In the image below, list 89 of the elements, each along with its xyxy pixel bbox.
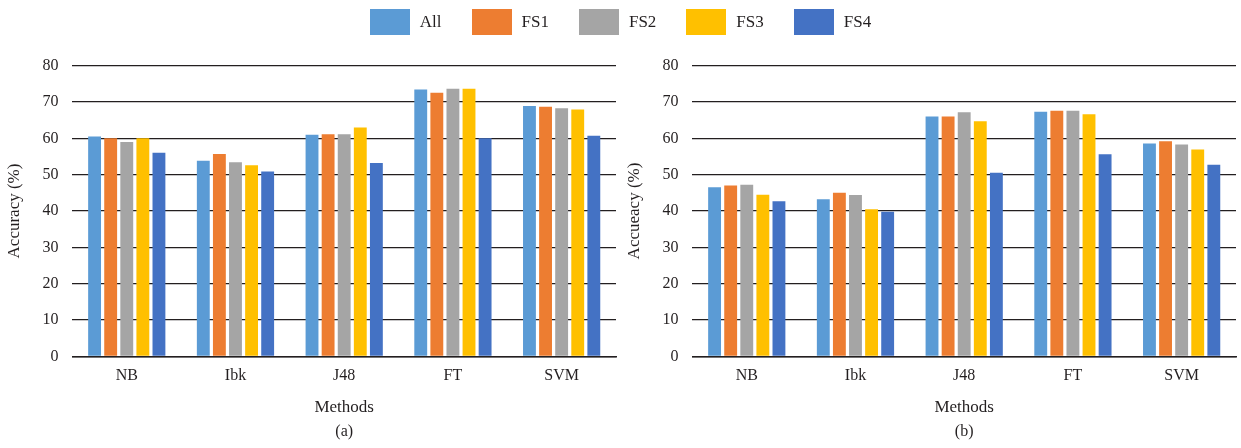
bar [1098, 154, 1112, 356]
y-tick-label: 20 [662, 273, 679, 291]
bar [478, 138, 492, 356]
x-axis-title: Methods [314, 397, 374, 417]
x-tick-label: J48 [953, 366, 976, 384]
y-tick-label: 60 [662, 128, 679, 146]
bar [772, 201, 786, 356]
bar [353, 127, 367, 356]
legend-label: FS1 [521, 12, 549, 32]
y-tick-label: 70 [42, 92, 59, 110]
x-axis-title: Methods [934, 397, 994, 417]
y-tick-label: 10 [42, 310, 59, 328]
bar [865, 209, 879, 356]
bar [430, 92, 444, 356]
y-tick-label: 40 [662, 201, 679, 219]
y-tick-label: 70 [662, 92, 679, 110]
bar [337, 134, 351, 356]
y-tick-label: 0 [50, 346, 59, 364]
y-tick-label: 60 [42, 128, 59, 146]
bar [245, 165, 259, 356]
legend-label: All [419, 12, 442, 32]
bar [104, 138, 118, 356]
bar [587, 135, 601, 356]
bar [1207, 164, 1221, 356]
y-tick-label: 80 [42, 55, 59, 73]
bar [88, 136, 102, 356]
bar [1050, 110, 1064, 356]
bar [1143, 143, 1156, 356]
bar [832, 192, 846, 356]
bar [136, 138, 150, 356]
bar [1082, 114, 1096, 356]
bar [196, 160, 210, 356]
y-tick-label: 10 [662, 310, 679, 328]
bar [305, 134, 319, 356]
bar [973, 121, 987, 356]
x-tick-label: NB [735, 366, 758, 384]
y-tick-label: 80 [662, 55, 679, 73]
bar [816, 199, 830, 356]
legend-label: FS3 [736, 12, 764, 32]
legend-label: FS2 [628, 12, 657, 32]
bar [321, 134, 335, 356]
bar [369, 163, 383, 356]
y-tick-label: 30 [42, 237, 59, 255]
bar [539, 106, 552, 356]
bar [925, 116, 939, 356]
x-tick-label: J48 [333, 366, 356, 384]
y-tick-label: 0 [670, 346, 679, 364]
y-tick-label: 40 [42, 201, 59, 219]
bar [414, 89, 428, 356]
y-tick-label: 30 [662, 237, 679, 255]
bar [212, 153, 226, 356]
bar [849, 195, 862, 356]
x-tick-label: SVM [1164, 366, 1199, 384]
text: (b) [954, 422, 974, 441]
bar [1191, 149, 1205, 356]
x-tick-label: Ibk [224, 366, 247, 384]
bar [1034, 111, 1048, 356]
bar [152, 152, 166, 356]
y-tick-label: 20 [42, 273, 59, 291]
bar [523, 105, 536, 356]
bar [462, 88, 476, 356]
bar [555, 108, 569, 356]
bar [740, 184, 754, 356]
bar [1159, 141, 1172, 356]
bar [756, 194, 770, 356]
bar [941, 116, 955, 356]
bar [261, 171, 275, 356]
bar [1175, 144, 1189, 356]
y-tick-label: 50 [662, 164, 679, 182]
bar [229, 162, 242, 356]
bar [881, 211, 895, 356]
bar [724, 185, 738, 356]
bar [571, 109, 585, 356]
bar [120, 141, 134, 356]
x-tick-label: Ibk [844, 366, 867, 384]
text: (a) [335, 422, 354, 441]
legend-label: FS4 [843, 12, 872, 32]
y-tick-label: 50 [42, 164, 59, 182]
y-axis-title: Accuracy (%) [3, 163, 23, 259]
bar [1066, 110, 1080, 356]
x-tick-label: FT [443, 366, 463, 384]
x-tick-label: SVM [544, 366, 579, 384]
x-tick-label: NB [115, 366, 138, 384]
bar [989, 172, 1003, 356]
y-axis-title: Accueacy (%) [623, 162, 643, 260]
bar [957, 112, 971, 356]
bar [446, 88, 460, 356]
bar [708, 187, 722, 356]
x-tick-label: FT [1063, 366, 1083, 384]
